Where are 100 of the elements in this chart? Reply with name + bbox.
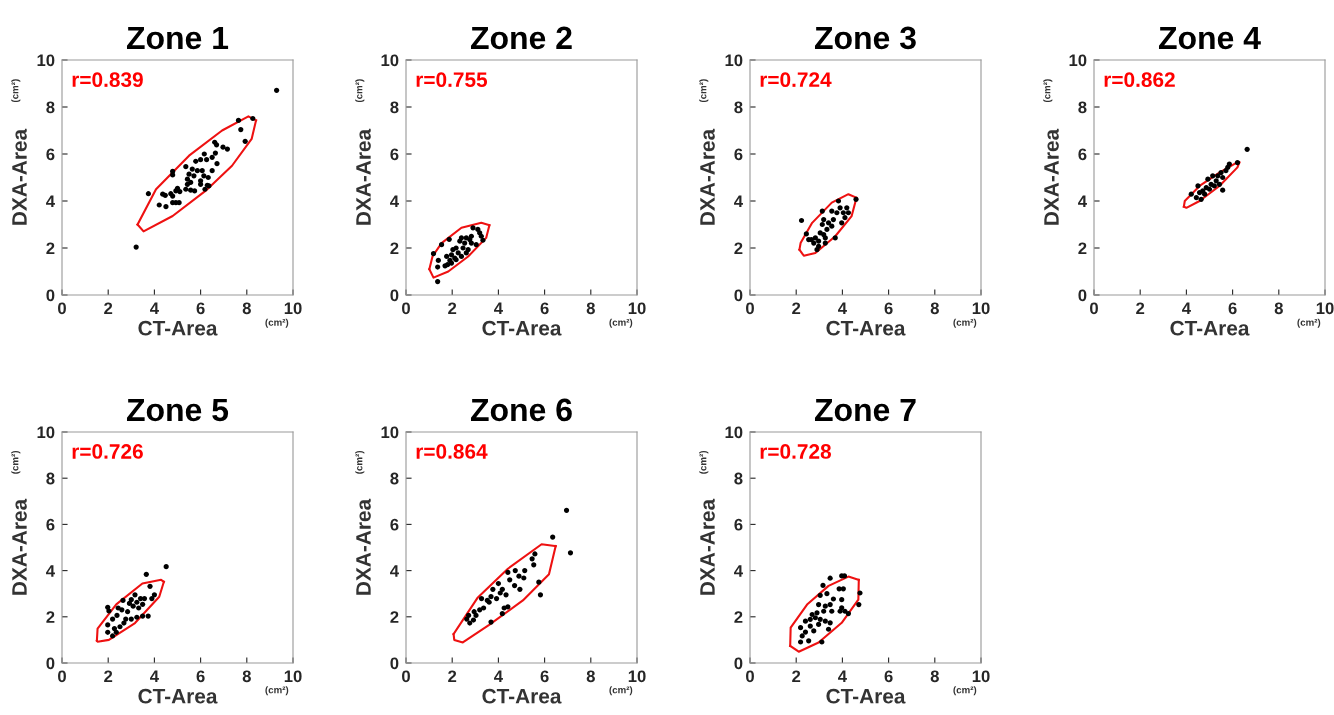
annotation: r=0.726: [72, 444, 143, 459]
x-axis-title: CT-Area: [138, 320, 218, 336]
y-tick-label: 10: [381, 54, 399, 67]
x-tick-label: 6: [540, 670, 549, 683]
y-axis-title: DXA-Area: [700, 128, 715, 225]
x-tick-label: 0: [746, 670, 754, 683]
x-tick-label: 10: [972, 670, 990, 683]
annotation: r=0.862: [1104, 72, 1175, 88]
x-tick-label: 0: [58, 670, 66, 683]
annotation: r=0.728: [760, 444, 832, 459]
x-tick-label: 6: [540, 302, 549, 315]
y-tick-label: 4: [46, 565, 55, 577]
y-axis-title: DXA-Area: [700, 498, 715, 595]
x-tick-label: 4: [838, 302, 847, 315]
annotation: r=0.839: [72, 72, 143, 88]
y-tick-label: 2: [1078, 242, 1087, 255]
x-tick-label: 2: [104, 302, 113, 315]
x-axis-title: CT-Area: [138, 688, 218, 704]
x-tick-label: 2: [792, 302, 801, 315]
y-axis-title: DXA-Area: [356, 128, 371, 225]
x-tick-label: 8: [242, 670, 251, 683]
x-tick-label: 10: [1316, 302, 1334, 315]
y-tick-label: 6: [390, 148, 399, 161]
x-tick-label: 10: [972, 302, 990, 315]
text: (cm²): [265, 318, 289, 328]
text: (cm²): [609, 686, 633, 696]
y-tick-label: 4: [46, 195, 55, 208]
x-tick-label: 6: [196, 302, 205, 315]
text: (cm²): [1043, 79, 1053, 103]
x-tick-label: 0: [402, 670, 410, 683]
x-tick-label: 0: [1090, 302, 1098, 315]
y-tick-label: 10: [381, 426, 399, 439]
x-tick-label: 2: [448, 670, 457, 683]
y-tick-label: 0: [734, 657, 743, 670]
y-axis-title: DXA-Area: [12, 128, 27, 225]
chart-title: Zone 2: [470, 26, 572, 50]
y-tick-label: 8: [1078, 101, 1087, 114]
y-tick-label: 0: [390, 289, 399, 302]
y-tick-label: 4: [734, 195, 743, 208]
y-tick-label: 0: [46, 289, 55, 302]
text: (cm²): [953, 686, 977, 696]
x-tick-label: 2: [792, 670, 801, 683]
y-tick-label: 2: [46, 611, 55, 623]
chart-title: Zone 5: [126, 398, 229, 422]
x-axis-title: CT-Area: [826, 320, 906, 336]
y-tick-label: 0: [1078, 289, 1087, 302]
y-tick-label: 2: [734, 242, 743, 255]
text: (cm²): [609, 318, 633, 328]
y-tick-label: 6: [734, 148, 743, 161]
x-tick-label: 6: [196, 670, 205, 683]
x-tick-label: 6: [884, 670, 893, 683]
chart-title: Zone 7: [814, 398, 916, 422]
y-tick-label: 6: [1078, 148, 1087, 161]
x-tick-label: 10: [628, 302, 646, 315]
text: (cm²): [355, 79, 365, 103]
x-tick-label: 0: [402, 302, 410, 315]
y-tick-label: 2: [46, 242, 55, 255]
y-tick-label: 8: [46, 472, 55, 485]
x-tick-label: 4: [838, 670, 847, 683]
y-tick-label: 4: [390, 565, 399, 577]
x-tick-label: 2: [448, 302, 457, 315]
x-tick-label: 8: [930, 670, 939, 683]
y-tick-label: 4: [390, 195, 399, 208]
annotation: r=0.755: [416, 72, 488, 88]
y-tick-label: 6: [46, 148, 55, 161]
x-tick-label: 10: [628, 670, 646, 683]
y-tick-label: 2: [390, 242, 399, 255]
y-tick-label: 6: [734, 518, 743, 531]
x-tick-label: 4: [150, 302, 159, 315]
y-tick-label: 0: [734, 289, 743, 302]
x-tick-label: 2: [1136, 302, 1145, 315]
y-tick-label: 8: [390, 472, 399, 485]
y-tick-label: 6: [390, 518, 399, 531]
text: (cm²): [11, 79, 21, 103]
x-tick-label: 8: [1274, 302, 1283, 315]
x-tick-label: 2: [104, 670, 113, 683]
annotation: r=0.864: [416, 444, 488, 459]
x-axis-title: CT-Area: [1170, 320, 1250, 336]
x-tick-label: 4: [1182, 302, 1191, 315]
x-tick-label: 0: [58, 302, 66, 315]
y-tick-label: 0: [46, 657, 55, 670]
y-tick-label: 8: [734, 101, 743, 114]
y-tick-label: 8: [390, 101, 399, 114]
text: (cm²): [953, 318, 977, 328]
chart-title: Zone 1: [126, 26, 229, 50]
y-tick-label: 10: [37, 54, 55, 67]
y-tick-label: 10: [37, 426, 55, 439]
y-tick-label: 8: [734, 472, 743, 485]
annotation: r=0.724: [760, 72, 832, 88]
x-tick-label: 8: [930, 302, 939, 315]
text: (cm²): [699, 79, 709, 103]
x-axis-title: CT-Area: [826, 688, 906, 704]
x-axis-title: CT-Area: [482, 320, 562, 336]
y-tick-label: 10: [725, 54, 743, 67]
x-tick-label: 4: [494, 670, 503, 683]
chart-title: Zone 6: [470, 398, 572, 422]
y-tick-label: 10: [1069, 54, 1087, 67]
x-tick-label: 4: [150, 670, 159, 683]
x-tick-label: 10: [284, 670, 302, 683]
text: (cm²): [1297, 318, 1321, 328]
